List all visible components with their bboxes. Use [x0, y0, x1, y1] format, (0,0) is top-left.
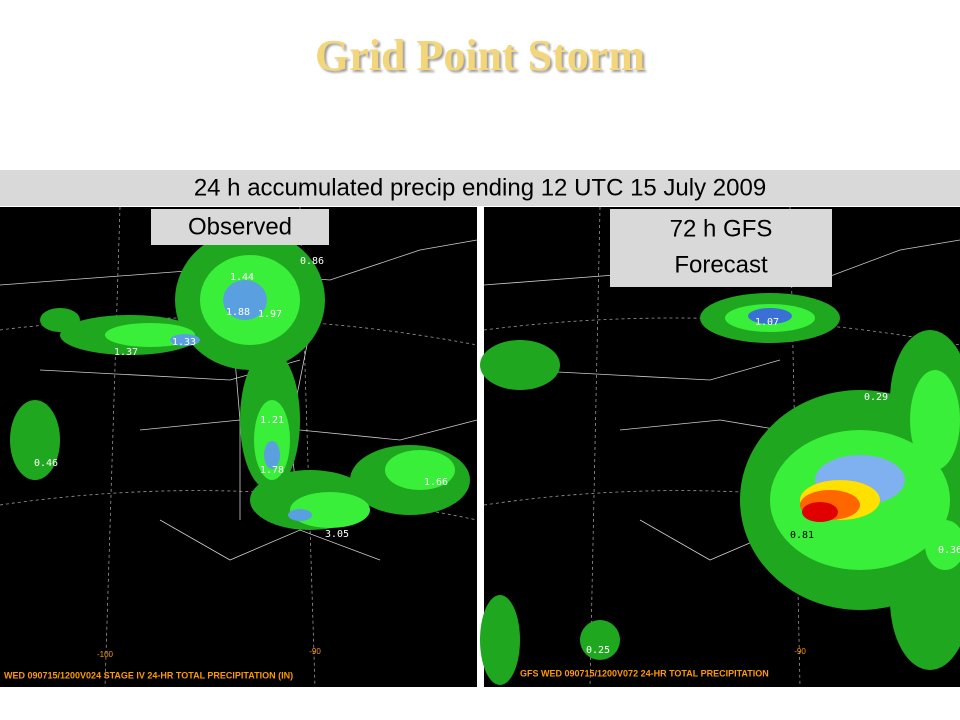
point-label: 1.33: [172, 337, 196, 348]
subtitle: 24 h accumulated precip ending 12 UTC 15…: [194, 174, 766, 201]
point-label: 0.81: [790, 530, 814, 541]
map-footer: GFS WED 090715/1200V072 24-HR TOTAL PREC…: [520, 668, 769, 678]
point-label: 0.25: [586, 645, 610, 656]
map-footer: WED 090715/1200V024 STAGE IV 24-HR TOTAL…: [4, 670, 293, 680]
axis-label: -100: [97, 650, 114, 659]
point-label: 1.21: [260, 415, 284, 426]
point-label: 0.86: [300, 256, 324, 267]
point-label: 3.05: [325, 529, 349, 540]
point-label: 0.36: [938, 545, 960, 556]
point-label: 0.46: [34, 458, 58, 469]
point-label: 1.37: [114, 347, 138, 358]
panel-label: 72 h GFS: [670, 215, 773, 242]
point-label: 1.78: [260, 465, 284, 476]
point-label: 1.44: [230, 272, 254, 283]
axis-label: -90: [309, 647, 321, 656]
panel-label: Observed: [188, 213, 292, 240]
subtitle-band: [0, 170, 960, 206]
title: Grid Point Storm: [315, 31, 645, 80]
axis-label: -90: [794, 647, 806, 656]
observed-map: 1.44 0.86 1.88 1.97 1.33 1.37 1.21 1.78 …: [0, 206, 478, 688]
point-label: 1.07: [755, 317, 779, 328]
label-box: [151, 209, 329, 245]
point-label: 0.29: [864, 392, 888, 403]
point-label: 1.88: [226, 307, 250, 318]
label-box: [610, 209, 832, 287]
panel-label: Forecast: [674, 251, 768, 278]
point-label: 1.97: [258, 309, 282, 320]
point-label: 1.66: [424, 477, 448, 488]
